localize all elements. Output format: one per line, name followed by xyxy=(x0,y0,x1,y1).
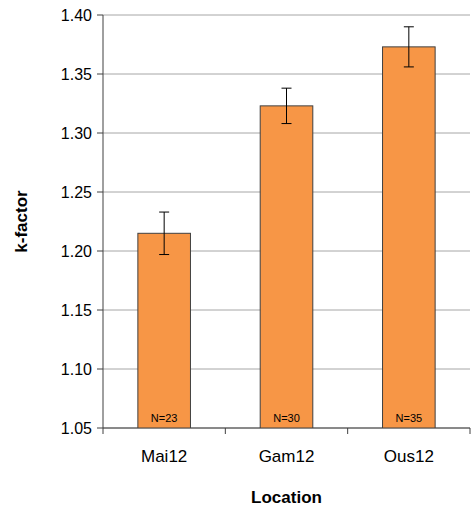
y-axis xyxy=(103,15,104,428)
error-bar xyxy=(404,27,414,67)
error-bar xyxy=(159,212,169,254)
bars xyxy=(138,27,435,428)
y-tick-label: 1.20 xyxy=(61,243,92,260)
bar xyxy=(383,47,436,428)
y-tick-label: 1.05 xyxy=(61,420,92,437)
y-tick xyxy=(97,133,103,134)
y-tick-label: 1.10 xyxy=(61,361,92,378)
y-tick xyxy=(97,310,103,311)
annotation: N=35 xyxy=(396,412,423,424)
error-cap xyxy=(159,254,169,255)
y-tick xyxy=(97,251,103,252)
y-tick-label: 1.25 xyxy=(61,184,92,201)
error-cap xyxy=(159,212,169,213)
x-tick-label: Gam12 xyxy=(259,447,315,466)
y-tick xyxy=(97,428,103,429)
annotation: N=23 xyxy=(151,412,178,424)
error-stem xyxy=(286,88,287,123)
y-tick-label: 1.30 xyxy=(61,125,92,142)
x-tick xyxy=(470,428,471,434)
error-stem xyxy=(408,27,409,67)
y-tick xyxy=(97,74,103,75)
error-cap xyxy=(282,88,292,89)
error-cap xyxy=(404,66,414,67)
annotation: N=30 xyxy=(273,412,300,424)
grid-line xyxy=(103,15,470,16)
y-tick xyxy=(97,15,103,16)
bar xyxy=(138,233,191,428)
x-axis-title: Location xyxy=(251,488,322,507)
y-tick-label: 1.40 xyxy=(61,7,92,24)
y-tick-label: 1.15 xyxy=(61,302,92,319)
error-bar xyxy=(282,88,292,123)
y-tick-label: 1.35 xyxy=(61,66,92,83)
x-tick-label: Ous12 xyxy=(384,447,434,466)
y-tick xyxy=(97,192,103,193)
chart-container: 1.05 1.10 1.15 1.20 1.25 1.30 1.35 1.40 N=23 Mai1… xyxy=(0,0,474,515)
x-tick xyxy=(103,428,104,434)
chart-svg: 1.05 1.10 1.15 1.20 1.25 1.30 1.35 1.40 N=23 Mai1… xyxy=(0,0,474,515)
bar xyxy=(260,106,313,428)
y-axis-title: k-factor xyxy=(12,190,31,253)
error-cap xyxy=(404,26,414,27)
x-tick xyxy=(225,428,226,434)
error-stem xyxy=(164,212,165,254)
x-tick-label: Mai12 xyxy=(141,447,187,466)
x-tick xyxy=(347,428,348,434)
error-cap xyxy=(282,123,292,124)
y-tick xyxy=(97,369,103,370)
